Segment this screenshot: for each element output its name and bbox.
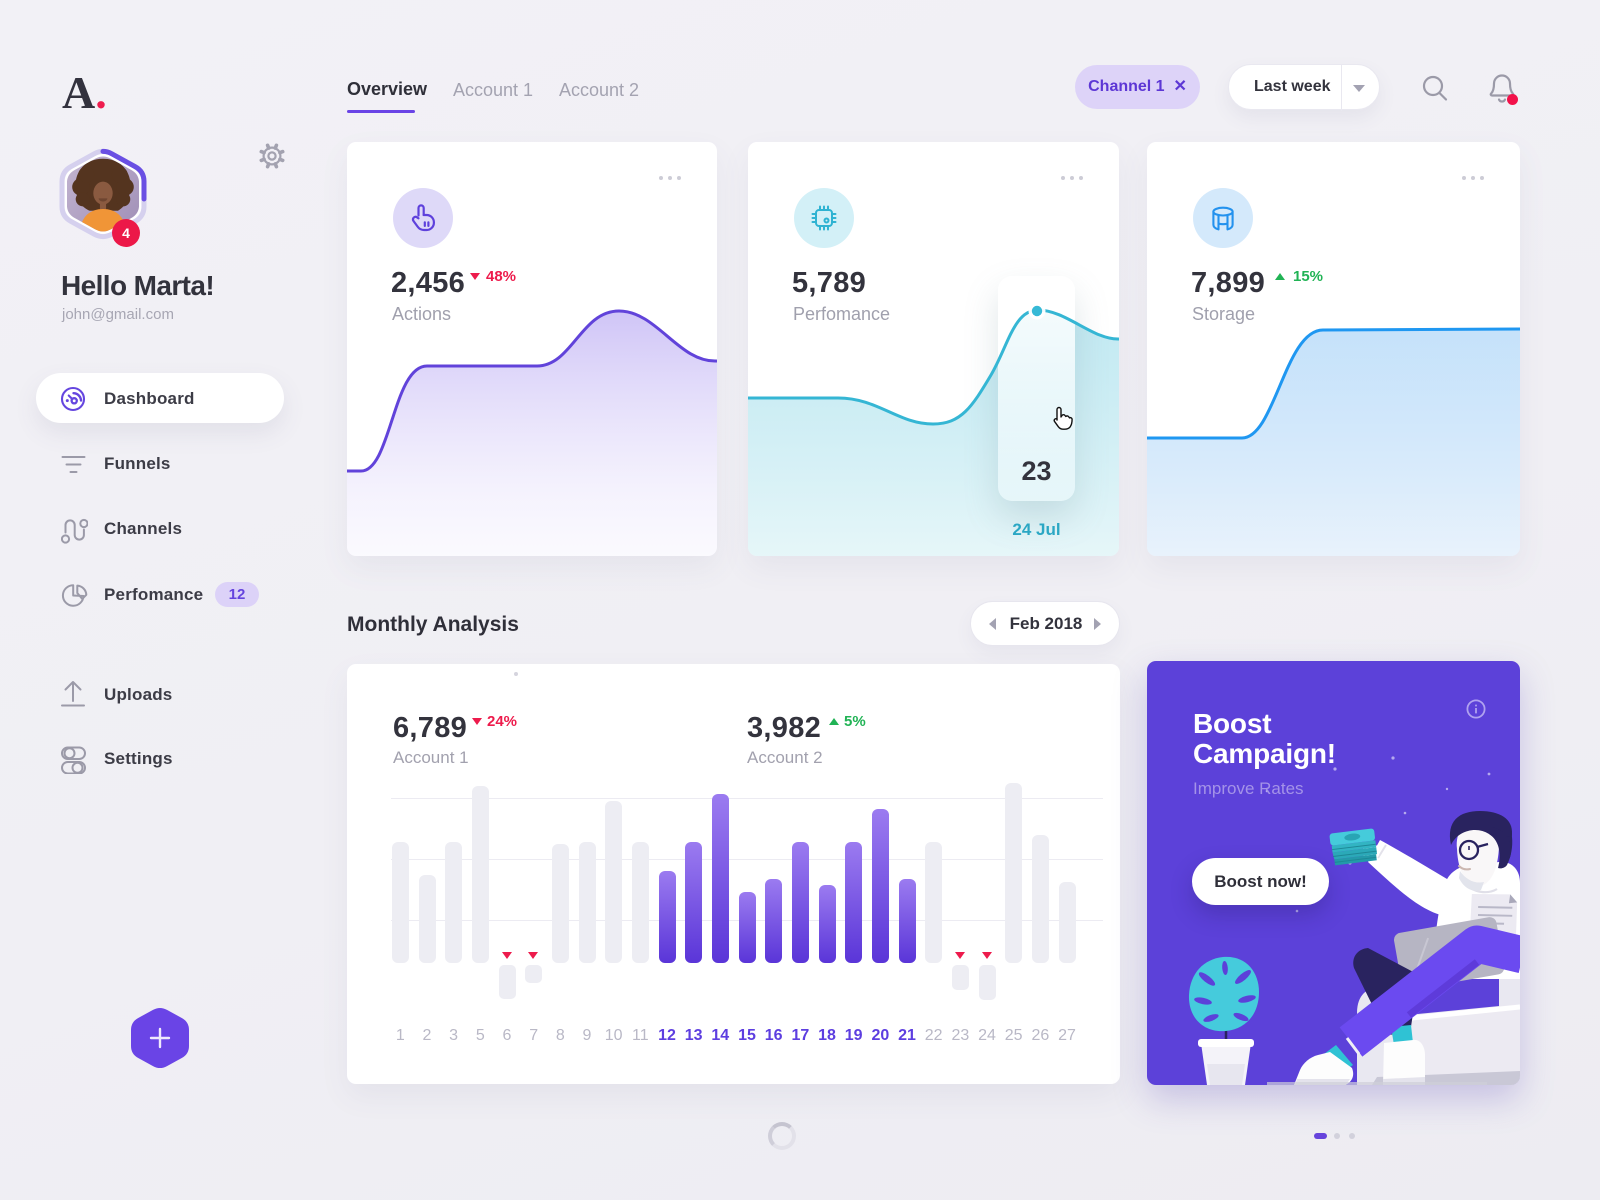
svg-text:4: 4 [122, 225, 130, 241]
